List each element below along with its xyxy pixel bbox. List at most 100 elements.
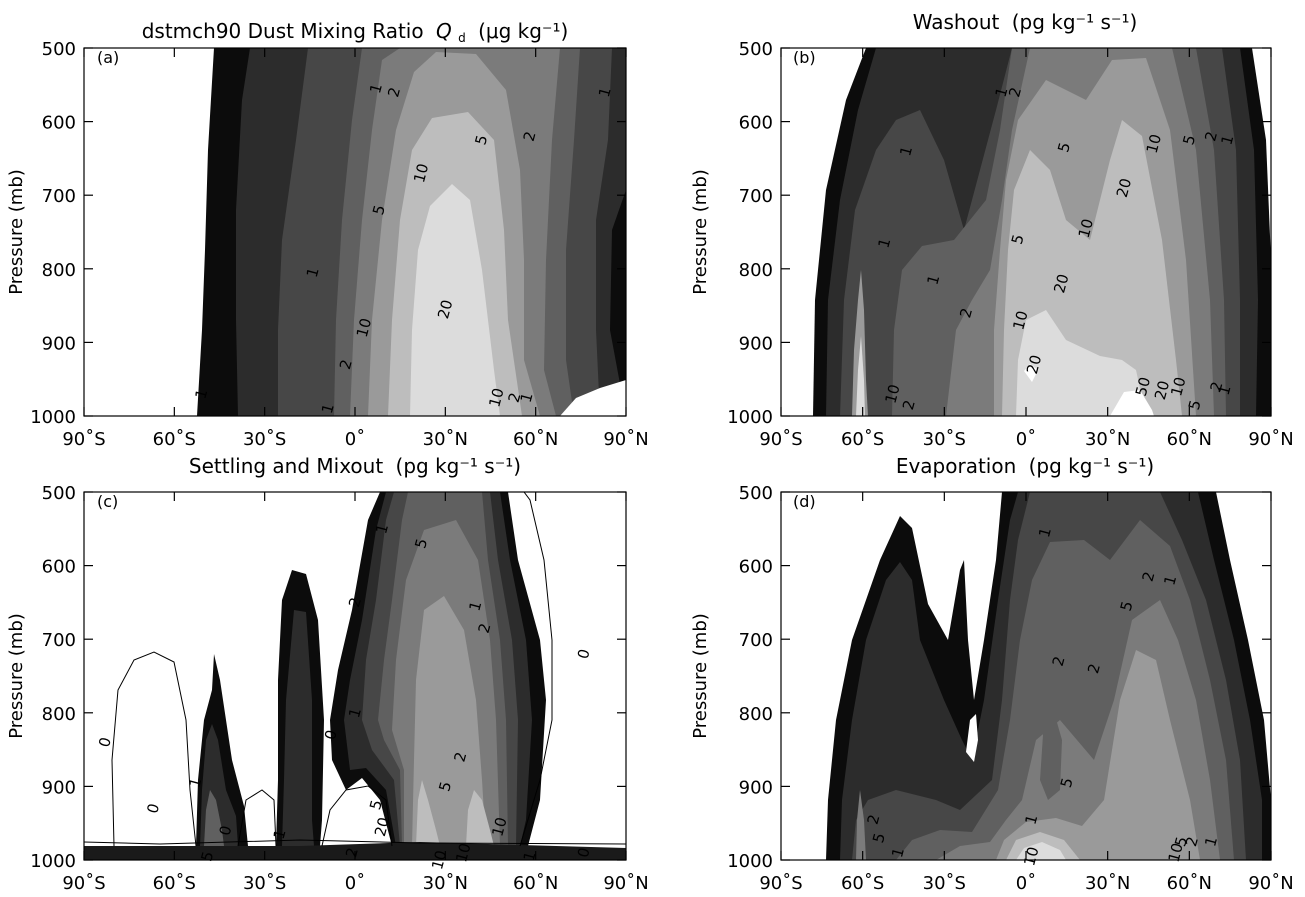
contour-label: 1 (345, 706, 365, 720)
panel-label: (c) (97, 492, 118, 511)
contour-label: 2 (505, 391, 525, 405)
y-tick-label: 1000 (727, 407, 773, 428)
x-tick-label: 60˚S (841, 873, 884, 894)
title-units: (pg kg⁻¹ s⁻¹) (1012, 10, 1138, 34)
contour-label: 20 (1023, 353, 1045, 376)
contour-label: 5 (1171, 835, 1191, 849)
contour-label: 2 (1207, 380, 1227, 394)
x-tick-label: 90˚S (759, 429, 802, 450)
x-tick-label: 90˚N (1248, 429, 1293, 450)
contour-label: 5 (869, 831, 889, 845)
contour-label: 2 (1005, 85, 1025, 99)
y-axis: 500 600 700 800 900 1000 (727, 483, 1271, 872)
contour-label: 1 (924, 273, 944, 287)
chart-title: Evaporation (pg kg⁻¹ s⁻¹) (896, 454, 1154, 478)
y-axis: 500 600 700 800 900 1000 (727, 39, 1271, 428)
contour-label: 20 (1151, 379, 1173, 402)
x-tick-label: 0˚ (1016, 873, 1036, 894)
x-tick-label: 30˚N (423, 873, 468, 894)
contour-label: 0 (574, 647, 594, 661)
contour-label: 1 (520, 849, 540, 863)
contour-label: 2 (899, 398, 919, 412)
x-tick-label: 60˚S (153, 873, 196, 894)
panel-label: (d) (793, 492, 816, 511)
contour-label: 1 (888, 846, 908, 860)
contour-label: 2 (520, 129, 540, 143)
contour-label: 2 (864, 813, 884, 827)
x-tick-label: 90˚N (603, 873, 648, 894)
y-tick-label: 900 (42, 333, 76, 354)
contour-label: 2 (345, 595, 365, 609)
contour-label: 0 (143, 802, 163, 816)
contour-label: 1 (303, 266, 323, 280)
contour-label: 1 (318, 402, 338, 416)
title-symbol: Q (436, 19, 452, 43)
y-tick-label: 900 (739, 333, 773, 354)
y-tick-label: 1000 (30, 407, 76, 428)
title-units: (μg kg⁻¹) (478, 19, 568, 43)
x-tick-label: 90˚N (1248, 873, 1293, 894)
contour-label: 2 (1182, 835, 1202, 849)
y-tick-label: 600 (739, 557, 773, 578)
contour-label: 5 (411, 537, 431, 551)
title-symbol-subscript: d (458, 31, 466, 45)
x-tick-label: 90˚N (603, 429, 648, 450)
y-tick-label: 800 (739, 704, 773, 725)
contour-label: 10 (1167, 375, 1189, 398)
contour-label: 5 (472, 133, 492, 147)
contour-label: 1 (192, 387, 212, 401)
contour-label: 1 (517, 391, 537, 405)
x-tick-label: 60˚N (1167, 873, 1212, 894)
contour-label: 10 (488, 815, 510, 838)
y-tick-label: 1000 (727, 851, 773, 872)
contour-label: 1 (875, 236, 895, 250)
x-tick-label: 30˚N (1085, 873, 1130, 894)
x-tick-label: 90˚S (62, 429, 105, 450)
title-units: (pg kg⁻¹ s⁻¹) (396, 454, 522, 478)
contour-label: 1 (1022, 813, 1042, 827)
x-tick-label: 90˚S (759, 873, 802, 894)
contour-label: 5 (1117, 599, 1137, 613)
y-tick-label: 1000 (30, 851, 76, 872)
y-tick-label: 700 (739, 630, 773, 651)
chart-title: dstmch90 Dust Mixing Ratio Q d (μg kg⁻¹) (142, 19, 569, 47)
contour-label: 5 (1008, 232, 1028, 246)
contour-label: 5 (366, 798, 386, 812)
y-tick-label: 600 (42, 557, 76, 578)
contour-label: 2 (1084, 662, 1104, 676)
contour-label: 2 (450, 750, 470, 764)
contour-label: 50 (1132, 375, 1154, 398)
contour-label: 1 (595, 85, 615, 99)
contour-label: 10 (485, 386, 507, 409)
contour-fill (781, 492, 1271, 860)
y-axis-title: Pressure (mb) (690, 169, 711, 295)
x-tick-label: 0˚ (345, 873, 365, 894)
y-tick-label: 700 (42, 630, 76, 651)
contour-fill (84, 492, 626, 860)
y-tick-label: 500 (739, 483, 773, 504)
x-tick-label: 30˚N (1085, 429, 1130, 450)
y-tick-label: 700 (739, 186, 773, 207)
contour-label: 10 (353, 316, 375, 339)
y-tick-label: 500 (739, 39, 773, 60)
y-axis-title: Pressure (mb) (6, 613, 27, 739)
contour-label: 1 (185, 776, 205, 790)
contour-label: 2 (342, 846, 362, 860)
contour-label: 5 (435, 779, 455, 793)
contour-label: 10 (1165, 841, 1187, 864)
y-tick-label: 800 (42, 704, 76, 725)
contour-label: 1 (1035, 526, 1055, 540)
y-tick-label: 700 (42, 186, 76, 207)
y-tick-label: 500 (42, 39, 76, 60)
x-axis: 90˚S 60˚S 30˚S 0˚ 30˚N 60˚N 90˚N (62, 48, 649, 450)
x-tick-label: 60˚N (513, 429, 558, 450)
contour-label: 2 (1139, 570, 1159, 584)
contour-label: 10 (881, 382, 903, 405)
x-tick-label: 30˚S (243, 873, 286, 894)
contour-label: 10 (410, 162, 432, 185)
